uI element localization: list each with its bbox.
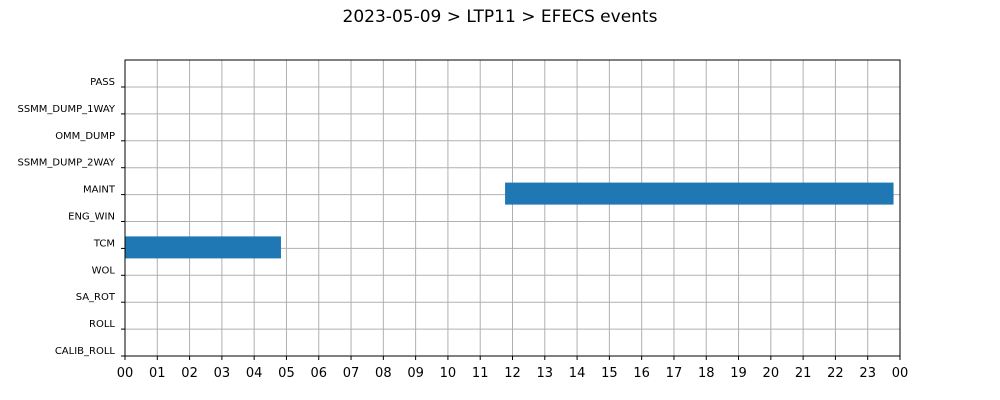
event-bar-maint xyxy=(505,182,894,205)
grid-lines xyxy=(124,60,901,357)
chart-title: 2023-05-09 > LTP11 > EFECS events xyxy=(343,7,658,27)
y-axis: PASS SSMM_DUMP_1WAY OMM_DUMP SSMM_DUMP_2WAY… xyxy=(17,77,125,357)
y-tick-label: WOL xyxy=(92,265,116,276)
x-tick-label: 20 xyxy=(763,366,780,381)
x-tick-label: 05 xyxy=(278,366,295,381)
x-tick-label: 19 xyxy=(730,366,747,381)
plot-frame xyxy=(124,59,901,357)
y-tick-label: ENG_WIN xyxy=(68,212,115,223)
y-tick-label: TCM xyxy=(93,238,115,249)
x-axis: 00 01 02 03 04 05 06 07 08 09 10 11 12 13 14 15 16 17 18 19… xyxy=(117,356,909,381)
y-tick-label: CALIB_ROLL xyxy=(55,346,116,357)
x-tick-label: 09 xyxy=(407,366,424,381)
x-tick-label: 01 xyxy=(149,366,166,381)
y-tick-label: MAINT xyxy=(83,185,116,196)
x-tick-label: 08 xyxy=(375,366,392,381)
x-tick-label: 13 xyxy=(537,366,554,381)
event-bars xyxy=(125,182,894,259)
x-tick-label: 23 xyxy=(859,366,876,381)
x-tick-label: 17 xyxy=(666,366,683,381)
x-tick-label: 21 xyxy=(795,366,812,381)
x-tick-label: 00 xyxy=(117,366,134,381)
y-tick-label: SA_ROT xyxy=(76,292,116,303)
x-tick-label: 00 xyxy=(892,366,909,381)
y-tick-label: SSMM_DUMP_2WAY xyxy=(17,158,115,169)
x-tick-label: 02 xyxy=(181,366,198,381)
y-tick-label: PASS xyxy=(90,77,115,88)
x-tick-label: 06 xyxy=(310,366,327,381)
x-tick-label: 22 xyxy=(827,366,844,381)
x-tick-label: 11 xyxy=(472,366,489,381)
event-bar-tcm xyxy=(125,236,281,259)
x-tick-label: 16 xyxy=(633,366,650,381)
x-tick-label: 18 xyxy=(698,366,715,381)
x-tick-label: 07 xyxy=(343,366,360,381)
y-tick-label: OMM_DUMP xyxy=(55,131,115,142)
x-tick-label: 12 xyxy=(504,366,521,381)
x-tick-label: 10 xyxy=(440,366,457,381)
x-tick-label: 03 xyxy=(214,366,231,381)
y-tick-label: ROLL xyxy=(89,319,115,330)
x-tick-label: 14 xyxy=(569,366,586,381)
x-tick-label: 04 xyxy=(246,366,263,381)
y-tick-label: SSMM_DUMP_1WAY xyxy=(17,104,115,115)
x-tick-label: 15 xyxy=(601,366,618,381)
